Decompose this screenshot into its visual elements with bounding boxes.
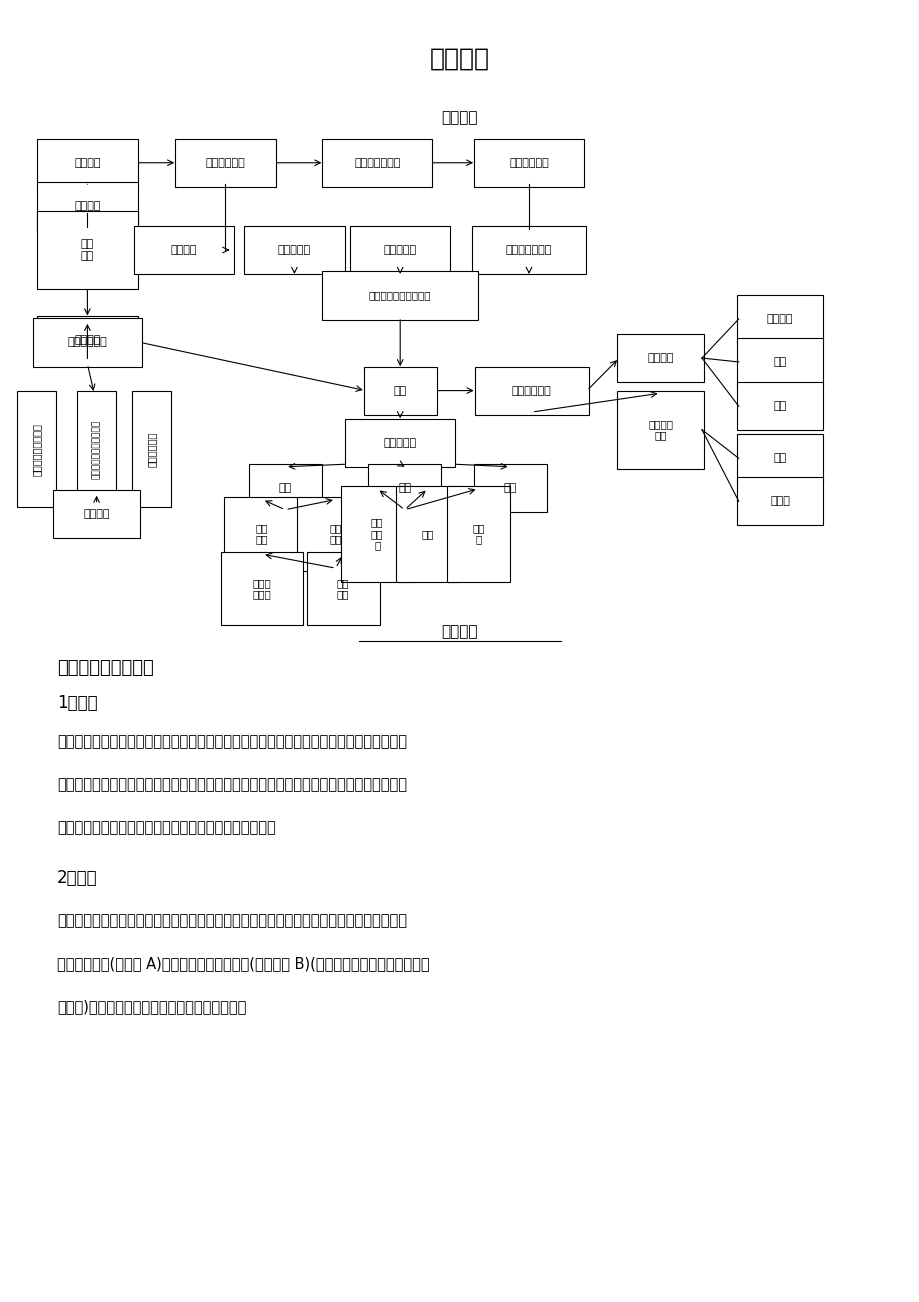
Text: 1．概念: 1．概念 bbox=[57, 694, 97, 712]
FancyBboxPatch shape bbox=[132, 391, 171, 506]
FancyBboxPatch shape bbox=[736, 383, 823, 430]
FancyBboxPatch shape bbox=[244, 227, 345, 273]
FancyBboxPatch shape bbox=[77, 391, 116, 506]
FancyBboxPatch shape bbox=[322, 139, 432, 186]
FancyBboxPatch shape bbox=[474, 139, 584, 186]
Text: 地球
自转: 地球 自转 bbox=[81, 240, 94, 260]
FancyBboxPatch shape bbox=[364, 367, 437, 414]
Text: 暖锋: 暖锋 bbox=[773, 401, 786, 411]
Text: 地转偏向力: 地转偏向力 bbox=[383, 245, 416, 255]
Text: 水平气压差异: 水平气压差异 bbox=[508, 158, 549, 168]
FancyBboxPatch shape bbox=[349, 227, 450, 273]
Text: 章末整合: 章末整合 bbox=[429, 47, 490, 70]
Text: 太阳辐射: 太阳辐射 bbox=[74, 158, 100, 168]
Text: 影响: 影响 bbox=[398, 483, 411, 493]
FancyBboxPatch shape bbox=[369, 464, 441, 512]
FancyBboxPatch shape bbox=[736, 294, 823, 342]
Text: 2．天气: 2．天气 bbox=[57, 868, 97, 887]
Text: 锋与天气: 锋与天气 bbox=[647, 353, 673, 363]
Text: 一、锋面气旋与天气: 一、锋面气旋与天气 bbox=[57, 659, 153, 677]
FancyBboxPatch shape bbox=[447, 486, 509, 582]
Text: 反气旋: 反气旋 bbox=[769, 496, 789, 506]
Text: 热力环流: 热力环流 bbox=[171, 245, 197, 255]
FancyBboxPatch shape bbox=[736, 477, 823, 525]
Text: 地面冷热不均: 地面冷热不均 bbox=[205, 158, 245, 168]
Text: 单圈环流: 单圈环流 bbox=[74, 201, 100, 211]
FancyBboxPatch shape bbox=[736, 337, 823, 385]
Text: 对策: 对策 bbox=[504, 483, 516, 493]
Text: 气压带和风带的形成: 气压带和风带的形成 bbox=[32, 423, 41, 475]
Text: 常见天气系统: 常见天气系统 bbox=[511, 385, 551, 396]
FancyBboxPatch shape bbox=[248, 464, 322, 512]
FancyBboxPatch shape bbox=[736, 434, 823, 482]
FancyBboxPatch shape bbox=[617, 333, 703, 383]
FancyBboxPatch shape bbox=[297, 497, 374, 570]
FancyBboxPatch shape bbox=[38, 211, 138, 289]
FancyBboxPatch shape bbox=[471, 227, 585, 273]
FancyBboxPatch shape bbox=[33, 318, 142, 367]
Text: 海陆分布: 海陆分布 bbox=[84, 509, 109, 519]
Text: 气候的变化: 气候的变化 bbox=[383, 437, 416, 448]
FancyBboxPatch shape bbox=[38, 139, 138, 186]
FancyBboxPatch shape bbox=[341, 486, 414, 582]
FancyBboxPatch shape bbox=[322, 271, 478, 319]
Text: 北半球的锋面气旋水平气流是一个呈逆时针辐合旋转的旋涡，中心气压最低，自中心向前方: 北半球的锋面气旋水平气流是一个呈逆时针辐合旋转的旋涡，中心气压最低，自中心向前方 bbox=[57, 913, 406, 928]
Text: 大气: 大气 bbox=[393, 385, 406, 396]
Text: 为后方)。南半球的锋面气旋呈顺时针辐合旋转。: 为后方)。南半球的锋面气旋呈顺时针辐合旋转。 bbox=[57, 999, 246, 1014]
FancyBboxPatch shape bbox=[474, 464, 546, 512]
Text: 原因: 原因 bbox=[278, 483, 291, 493]
FancyBboxPatch shape bbox=[38, 181, 138, 229]
Text: 之一，我国全年都受锋面气旋的影响，春秋季更为常见。: 之一，我国全年都受锋面气旋的影响，春秋季更为常见。 bbox=[57, 820, 276, 836]
FancyBboxPatch shape bbox=[396, 486, 460, 582]
Text: 地面气旋一般与锋面联系，称为锋面气旋。它是由冷暖空气共同组成的具有锋面的气旋，主: 地面气旋一般与锋面联系，称为锋面气旋。它是由冷暖空气共同组成的具有锋面的气旋，主 bbox=[57, 734, 406, 750]
FancyBboxPatch shape bbox=[346, 418, 455, 466]
Text: 伸展一条暖锋(如图中 A)，向后方伸展一条冷锋(如图中的 B)(气旋的前进方向为前方，反之: 伸展一条暖锋(如图中 A)，向后方伸展一条冷锋(如图中的 B)(气旋的前进方向为… bbox=[57, 956, 429, 971]
Text: 破坏
植被: 破坏 植被 bbox=[336, 578, 349, 599]
Text: 冷锋: 冷锋 bbox=[773, 357, 786, 367]
Text: 气压带和风带: 气压带和风带 bbox=[67, 337, 108, 348]
Text: 海平
面上
升: 海平 面上 升 bbox=[370, 517, 383, 551]
Text: 自然
原因: 自然 原因 bbox=[255, 523, 268, 544]
FancyBboxPatch shape bbox=[17, 391, 56, 506]
FancyBboxPatch shape bbox=[617, 391, 703, 469]
Text: 气旋和反
气旋: 气旋和反 气旋 bbox=[647, 419, 673, 440]
FancyBboxPatch shape bbox=[134, 227, 234, 273]
Text: 大气的垂直运动: 大气的垂直运动 bbox=[354, 158, 400, 168]
Text: 水循
环: 水循 环 bbox=[471, 523, 484, 544]
Text: 排放温
室气体: 排放温 室气体 bbox=[253, 578, 271, 599]
FancyBboxPatch shape bbox=[53, 490, 140, 539]
FancyBboxPatch shape bbox=[221, 552, 303, 625]
Text: 要活动在中纬度地区，尤其是温带地区，因而也称为温带气旋。是影响我国的常见天气系统: 要活动在中纬度地区，尤其是温带地区，因而也称为温带气旋。是影响我国的常见天气系统 bbox=[57, 777, 406, 793]
FancyBboxPatch shape bbox=[38, 315, 138, 363]
Text: 网络构建: 网络构建 bbox=[441, 109, 478, 125]
Text: 地面摩擦力: 地面摩擦力 bbox=[278, 245, 311, 255]
Text: 大气的水平运动（风）: 大气的水平运动（风） bbox=[369, 290, 431, 301]
FancyBboxPatch shape bbox=[223, 497, 301, 570]
Text: 三圈环流: 三圈环流 bbox=[74, 335, 100, 345]
FancyBboxPatch shape bbox=[474, 367, 588, 414]
Text: 气旋: 气旋 bbox=[773, 453, 786, 464]
Text: 准静止锋: 准静止锋 bbox=[766, 314, 792, 324]
FancyBboxPatch shape bbox=[307, 552, 380, 625]
Text: 人为
原因: 人为 原因 bbox=[329, 523, 342, 544]
FancyBboxPatch shape bbox=[176, 139, 276, 186]
Text: 农业: 农业 bbox=[421, 529, 434, 539]
Text: 对气候的影响: 对气候的影响 bbox=[147, 431, 156, 467]
Text: 整合提升: 整合提升 bbox=[441, 624, 478, 639]
Text: 水平气压梯度力: 水平气压梯度力 bbox=[505, 245, 551, 255]
Text: 北半球冬、夏季气压中心: 北半球冬、夏季气压中心 bbox=[92, 419, 101, 479]
